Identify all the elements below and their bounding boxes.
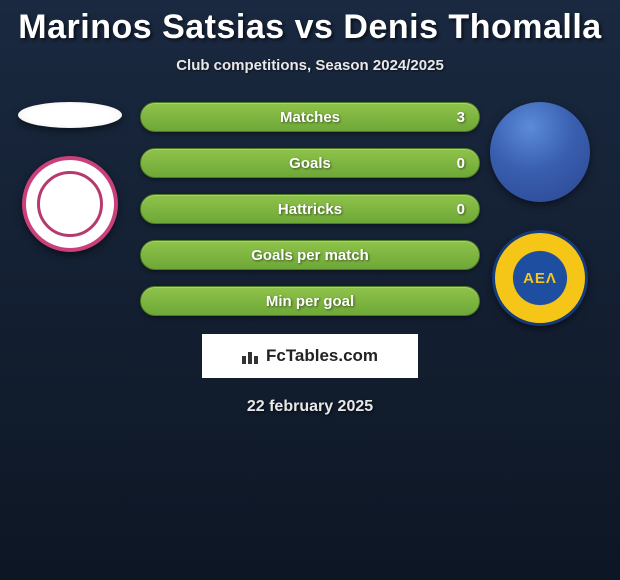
stat-row-goals: Goals 0 (140, 148, 480, 178)
right-column: ΑΕΛ (480, 102, 600, 326)
comparison-panel: ΑΕΛ Matches 3 Goals 0 Hattricks 0 Goals … (0, 102, 620, 416)
stat-row-goals-per-match: Goals per match (140, 240, 480, 270)
stat-label: Min per goal (266, 293, 354, 310)
stat-label: Hattricks (278, 201, 342, 218)
stat-value-right: 0 (457, 155, 465, 172)
subtitle: Club competitions, Season 2024/2025 (0, 57, 620, 74)
club-right-badge: ΑΕΛ (492, 230, 588, 326)
club-left-badge (22, 156, 118, 252)
player-right-photo (490, 102, 590, 202)
stat-value-right: 0 (457, 201, 465, 218)
stat-label: Goals (289, 155, 331, 172)
watermark-text: FcTables.com (266, 346, 378, 366)
page-title: Marinos Satsias vs Denis Thomalla (0, 0, 620, 47)
bar-chart-icon (242, 348, 262, 364)
stat-bars: Matches 3 Goals 0 Hattricks 0 Goals per … (140, 102, 480, 316)
stat-row-min-per-goal: Min per goal (140, 286, 480, 316)
date-text: 22 february 2025 (0, 398, 620, 416)
player-left-photo (18, 102, 122, 128)
stat-value-right: 3 (457, 109, 465, 126)
stat-row-hattricks: Hattricks 0 (140, 194, 480, 224)
stat-row-matches: Matches 3 (140, 102, 480, 132)
watermark: FcTables.com (202, 334, 418, 378)
left-column (10, 102, 130, 252)
stat-label: Matches (280, 109, 340, 126)
stat-label: Goals per match (251, 247, 369, 264)
club-right-badge-text: ΑΕΛ (523, 270, 557, 287)
